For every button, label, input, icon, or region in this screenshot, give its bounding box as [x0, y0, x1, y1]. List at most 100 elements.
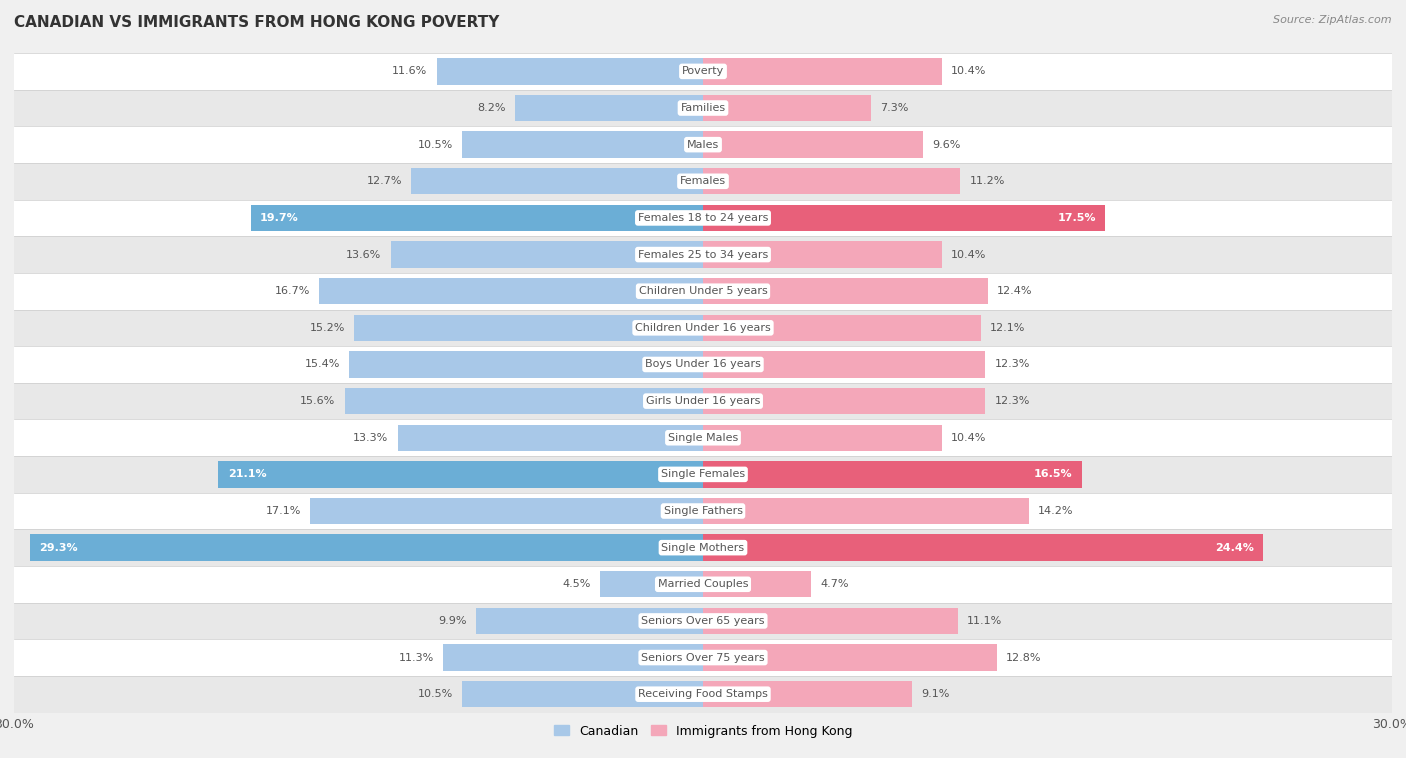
Text: 15.6%: 15.6% [301, 396, 336, 406]
Bar [703, 168, 960, 195]
Text: 17.5%: 17.5% [1057, 213, 1095, 223]
Bar [703, 608, 957, 634]
Bar [412, 168, 703, 195]
Bar [14, 676, 1392, 713]
Text: 4.5%: 4.5% [562, 579, 591, 589]
Bar [703, 534, 1264, 561]
Bar [319, 278, 703, 305]
Text: Receiving Food Stamps: Receiving Food Stamps [638, 689, 768, 699]
Bar [703, 241, 942, 268]
Bar [703, 424, 942, 451]
Text: 9.6%: 9.6% [932, 139, 962, 149]
Text: Seniors Over 65 years: Seniors Over 65 years [641, 616, 765, 626]
Text: 11.3%: 11.3% [399, 653, 434, 662]
Bar [703, 461, 1083, 487]
Bar [703, 681, 912, 707]
Text: Children Under 5 years: Children Under 5 years [638, 287, 768, 296]
Bar [703, 95, 870, 121]
Bar [703, 315, 981, 341]
Bar [14, 127, 1392, 163]
Text: CANADIAN VS IMMIGRANTS FROM HONG KONG POVERTY: CANADIAN VS IMMIGRANTS FROM HONG KONG PO… [14, 15, 499, 30]
Text: 16.5%: 16.5% [1033, 469, 1073, 479]
Bar [30, 534, 703, 561]
Text: Single Fathers: Single Fathers [664, 506, 742, 516]
Bar [14, 309, 1392, 346]
Bar [703, 131, 924, 158]
Bar [443, 644, 703, 671]
Bar [14, 346, 1392, 383]
Text: Single Males: Single Males [668, 433, 738, 443]
Text: Girls Under 16 years: Girls Under 16 years [645, 396, 761, 406]
Bar [14, 566, 1392, 603]
Bar [437, 58, 703, 85]
Bar [14, 493, 1392, 529]
Bar [703, 388, 986, 415]
Bar [218, 461, 703, 487]
Text: 8.2%: 8.2% [477, 103, 506, 113]
Bar [703, 571, 811, 597]
Bar [311, 498, 703, 525]
Text: Boys Under 16 years: Boys Under 16 years [645, 359, 761, 369]
Bar [461, 131, 703, 158]
Text: Females: Females [681, 177, 725, 186]
Text: 11.2%: 11.2% [969, 177, 1005, 186]
Text: Females 25 to 34 years: Females 25 to 34 years [638, 249, 768, 259]
Text: 12.7%: 12.7% [367, 177, 402, 186]
Bar [14, 529, 1392, 566]
Text: Males: Males [688, 139, 718, 149]
Bar [703, 278, 988, 305]
Bar [344, 388, 703, 415]
Text: Single Females: Single Females [661, 469, 745, 479]
Bar [703, 644, 997, 671]
Text: Poverty: Poverty [682, 67, 724, 77]
Text: 11.6%: 11.6% [392, 67, 427, 77]
Text: 12.1%: 12.1% [990, 323, 1025, 333]
Text: 13.6%: 13.6% [346, 249, 381, 259]
Bar [14, 383, 1392, 419]
Bar [349, 351, 703, 377]
Bar [14, 456, 1392, 493]
Bar [599, 571, 703, 597]
Text: 17.1%: 17.1% [266, 506, 301, 516]
Bar [14, 89, 1392, 127]
Text: 10.5%: 10.5% [418, 139, 453, 149]
Text: Married Couples: Married Couples [658, 579, 748, 589]
Bar [703, 205, 1105, 231]
Bar [391, 241, 703, 268]
Text: Seniors Over 75 years: Seniors Over 75 years [641, 653, 765, 662]
Bar [14, 603, 1392, 639]
Text: Children Under 16 years: Children Under 16 years [636, 323, 770, 333]
Text: 7.3%: 7.3% [880, 103, 908, 113]
Legend: Canadian, Immigrants from Hong Kong: Canadian, Immigrants from Hong Kong [548, 719, 858, 743]
Text: Females 18 to 24 years: Females 18 to 24 years [638, 213, 768, 223]
Text: 16.7%: 16.7% [276, 287, 311, 296]
Bar [14, 273, 1392, 309]
Text: 15.4%: 15.4% [305, 359, 340, 369]
Text: Source: ZipAtlas.com: Source: ZipAtlas.com [1274, 15, 1392, 25]
Bar [14, 199, 1392, 236]
Text: 10.4%: 10.4% [950, 433, 987, 443]
Bar [14, 639, 1392, 676]
Text: 14.2%: 14.2% [1038, 506, 1074, 516]
Text: Families: Families [681, 103, 725, 113]
Text: 12.8%: 12.8% [1007, 653, 1042, 662]
Text: 4.7%: 4.7% [820, 579, 849, 589]
Bar [515, 95, 703, 121]
Bar [461, 681, 703, 707]
Text: 10.5%: 10.5% [418, 689, 453, 699]
Bar [703, 351, 986, 377]
Bar [354, 315, 703, 341]
Bar [14, 163, 1392, 199]
Text: 11.1%: 11.1% [967, 616, 1002, 626]
Bar [398, 424, 703, 451]
Bar [14, 53, 1392, 89]
Text: 15.2%: 15.2% [309, 323, 344, 333]
Text: 9.9%: 9.9% [437, 616, 467, 626]
Bar [475, 608, 703, 634]
Text: 12.3%: 12.3% [994, 396, 1031, 406]
Bar [14, 236, 1392, 273]
Text: Single Mothers: Single Mothers [661, 543, 745, 553]
Bar [703, 498, 1029, 525]
Text: 13.3%: 13.3% [353, 433, 388, 443]
Bar [250, 205, 703, 231]
